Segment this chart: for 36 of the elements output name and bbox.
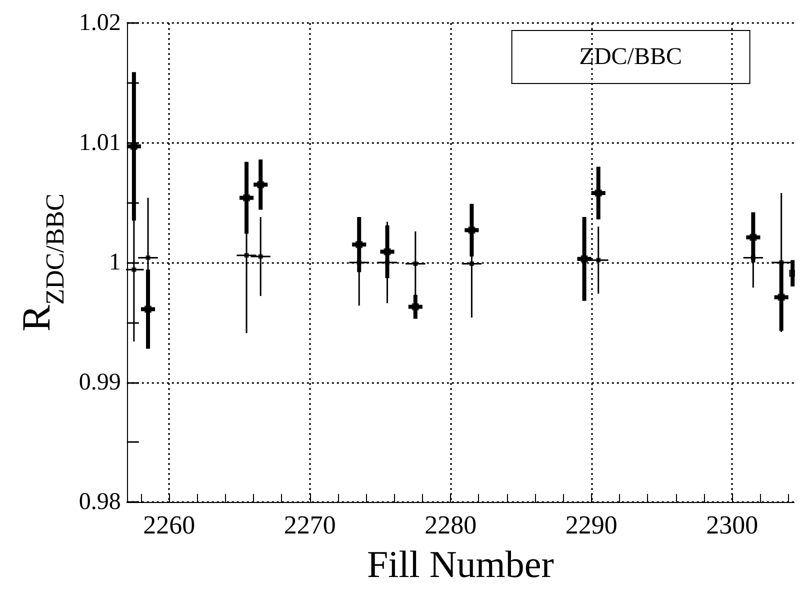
y-tick-label: 0.98 <box>78 489 121 515</box>
x-tick-label: 2280 <box>424 510 477 540</box>
point <box>244 253 249 258</box>
y-tick-label: 1.01 <box>78 130 121 156</box>
point <box>130 142 138 150</box>
x-tick-label: 2300 <box>706 510 758 540</box>
point <box>750 255 756 260</box>
point <box>580 255 588 262</box>
point <box>144 306 152 313</box>
point <box>596 258 601 262</box>
point <box>469 261 474 266</box>
point <box>594 190 602 197</box>
x-tick-label: 2260 <box>143 510 196 540</box>
y-axis-title: RZDC/BBC <box>14 194 70 332</box>
x-tick-label: 2270 <box>284 510 336 540</box>
point <box>412 303 419 310</box>
y-tick-label: 1 <box>108 250 121 276</box>
point <box>356 260 362 265</box>
x-tick-label: 2290 <box>565 510 618 540</box>
point <box>779 260 784 265</box>
y-tick-label: 0.99 <box>78 369 121 396</box>
point <box>356 241 363 248</box>
text: ZDC/BBC <box>579 44 682 70</box>
point <box>750 234 757 241</box>
point <box>778 294 785 301</box>
point <box>385 260 390 265</box>
point <box>468 226 476 234</box>
x-axis-title: Fill Number <box>367 544 554 586</box>
point <box>132 267 136 272</box>
point <box>258 254 263 259</box>
point <box>243 194 250 202</box>
point <box>146 255 150 260</box>
point <box>384 248 391 256</box>
point <box>257 181 264 188</box>
point <box>413 261 418 266</box>
y-tick-label: 1.02 <box>78 10 121 36</box>
